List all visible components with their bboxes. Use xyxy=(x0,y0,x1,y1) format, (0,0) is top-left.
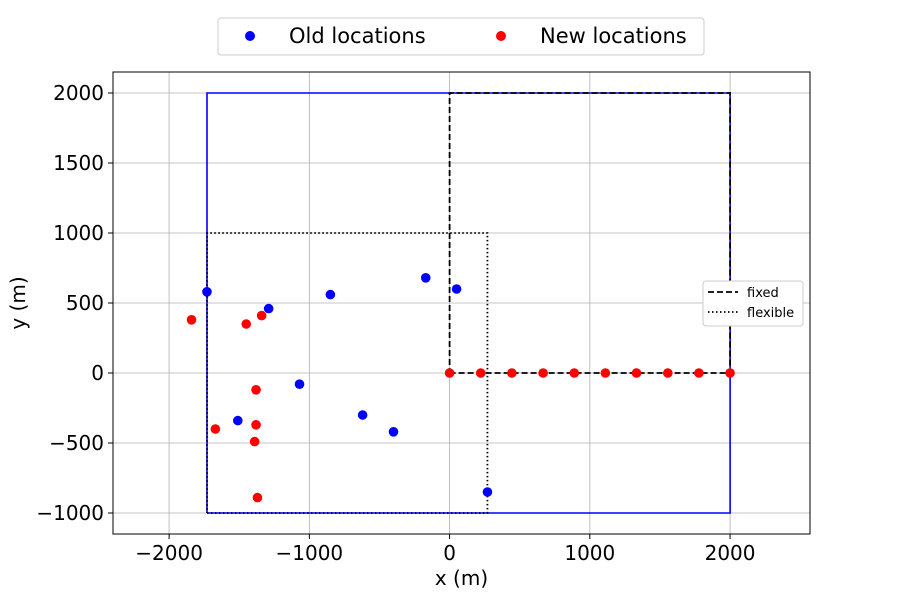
fixed-line xyxy=(448,92,731,374)
new-location-point xyxy=(444,368,455,378)
legend-new-marker xyxy=(496,31,506,41)
y-tick-label: 1500 xyxy=(53,151,104,175)
y-axis-label: y (m) xyxy=(6,276,30,329)
old-location-point xyxy=(202,287,212,297)
axis-ticks: −2000 −1000 0 1000 2000 −1000 −500 0 500 1000 1500… xyxy=(36,81,755,565)
old-location-point xyxy=(357,410,368,420)
legend-old-marker xyxy=(245,31,255,41)
new-location-point xyxy=(725,368,735,378)
old-location-point xyxy=(482,487,493,497)
boundary-lines xyxy=(206,92,731,514)
new-location-point xyxy=(186,315,197,325)
new-location-point xyxy=(249,436,260,447)
new-location-point xyxy=(507,368,517,378)
legend-new-label: New locations xyxy=(540,24,687,48)
x-tick-label: 2000 xyxy=(705,541,756,565)
legend-flexible-label: flexible xyxy=(747,306,794,321)
x-tick-label: −1000 xyxy=(276,541,344,565)
old-location-point xyxy=(233,415,243,426)
data-points xyxy=(186,273,735,503)
new-location-point xyxy=(694,368,704,378)
new-location-point xyxy=(251,420,261,430)
new-location-point xyxy=(569,368,580,378)
old-location-point xyxy=(294,379,305,390)
new-location-point xyxy=(256,310,267,321)
new-location-point xyxy=(241,319,252,329)
new-location-point xyxy=(538,368,548,378)
y-tick-label: 1000 xyxy=(53,221,104,245)
flexible-line xyxy=(206,232,489,514)
new-location-point xyxy=(475,368,486,378)
x-tick-label: 1000 xyxy=(564,541,615,565)
new-location-point xyxy=(252,492,263,503)
y-tick-label: −1000 xyxy=(36,501,104,525)
old-location-point xyxy=(451,284,462,294)
y-tick-label: −500 xyxy=(49,431,104,455)
new-location-point xyxy=(662,368,673,378)
new-location-point xyxy=(631,368,642,378)
x-tick-label: 0 xyxy=(443,541,456,565)
x-tick-label: −2000 xyxy=(135,541,203,565)
legend-top: Old locations New locations xyxy=(217,17,705,56)
old-location-point xyxy=(420,273,431,283)
new-location-point xyxy=(600,368,611,378)
old-location-point xyxy=(325,289,336,300)
x-axis-label: x (m) xyxy=(435,566,488,590)
legend-lines: fixed flexible xyxy=(702,280,804,327)
old-location-point xyxy=(388,427,399,437)
new-location-point xyxy=(251,385,261,395)
old-location-point xyxy=(263,303,274,314)
y-tick-label: 2000 xyxy=(53,81,104,105)
legend-top-box xyxy=(217,17,705,56)
legend-fixed-label: fixed xyxy=(747,286,779,301)
new-location-point xyxy=(210,424,221,434)
y-tick-label: 0 xyxy=(91,361,104,385)
y-tick-label: 500 xyxy=(66,291,104,315)
legend-old-label: Old locations xyxy=(289,24,426,48)
